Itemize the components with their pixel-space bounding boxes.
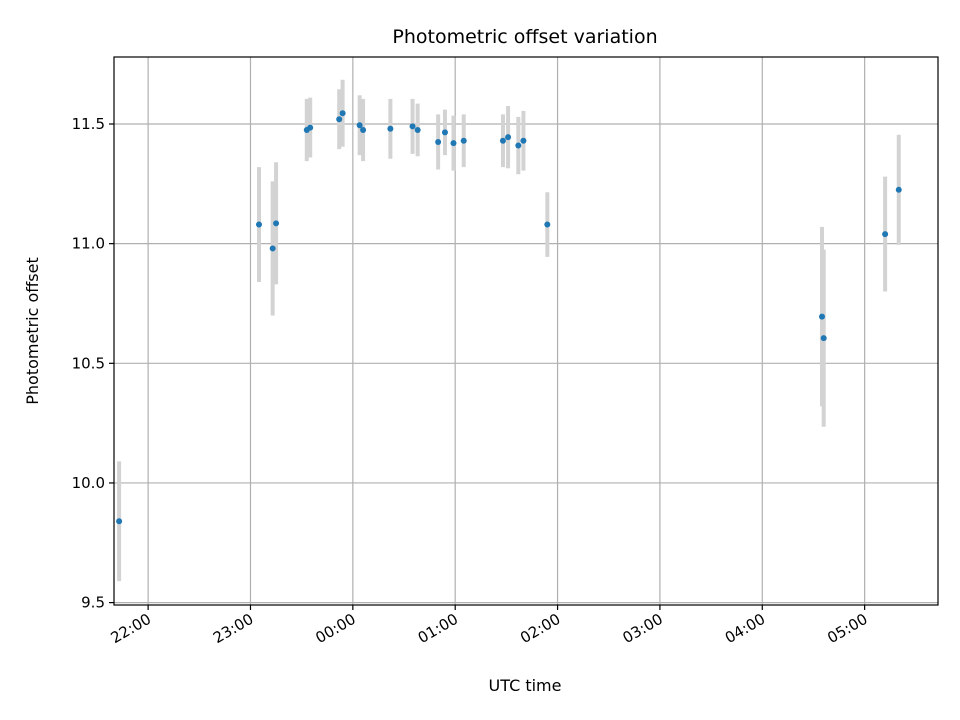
data-point — [116, 518, 123, 525]
data-point — [307, 124, 314, 131]
data-point — [435, 138, 442, 145]
x-axis-label: UTC time — [489, 676, 562, 695]
data-point — [544, 221, 551, 228]
x-tick-label: 01:00 — [415, 610, 461, 647]
x-tick-label: 22:00 — [108, 610, 154, 647]
y-tick-label: 10.0 — [72, 474, 105, 492]
plot-frame — [113, 56, 939, 606]
data-point — [460, 137, 467, 144]
data-point — [414, 126, 421, 133]
y-axis: 9.5 10.0 10.5 11.0 11.5 — [72, 115, 114, 612]
y-tick-label: 10.5 — [72, 354, 105, 372]
y-axis-label: Photometric offset — [23, 257, 42, 405]
grid — [114, 57, 938, 605]
data-point — [895, 186, 902, 193]
x-tick-label: 03:00 — [619, 610, 665, 647]
data-point — [339, 110, 346, 117]
data-point — [441, 129, 448, 136]
data-points — [116, 110, 902, 525]
data-point — [273, 220, 280, 227]
y-tick-label: 11.5 — [72, 115, 105, 133]
data-point — [450, 140, 457, 147]
x-tick-label: 05:00 — [824, 610, 870, 647]
data-point — [256, 221, 263, 228]
data-point — [360, 126, 367, 133]
data-point — [499, 137, 506, 144]
x-tick-label: 04:00 — [722, 610, 768, 647]
data-point — [818, 313, 825, 320]
data-point — [409, 123, 416, 130]
chart-title: Photometric offset variation — [392, 26, 657, 48]
data-point — [515, 142, 522, 149]
data-point — [269, 245, 276, 252]
data-point — [356, 122, 363, 129]
y-tick-label: 9.5 — [81, 594, 105, 612]
error-bars — [117, 79, 901, 582]
x-axis: 22:00 23:00 00:00 01:00 02:00 03:00 04:00 05:00 — [108, 605, 871, 647]
x-tick-label: 02:00 — [517, 610, 563, 647]
data-point — [336, 116, 343, 123]
y-tick-label: 11.0 — [72, 235, 105, 253]
x-tick-label: 00:00 — [312, 610, 358, 647]
data-point — [520, 137, 527, 144]
data-point — [505, 134, 512, 141]
data-point — [882, 231, 889, 238]
data-point — [387, 125, 394, 132]
data-point — [820, 335, 827, 342]
x-tick-label: 23:00 — [210, 610, 256, 647]
